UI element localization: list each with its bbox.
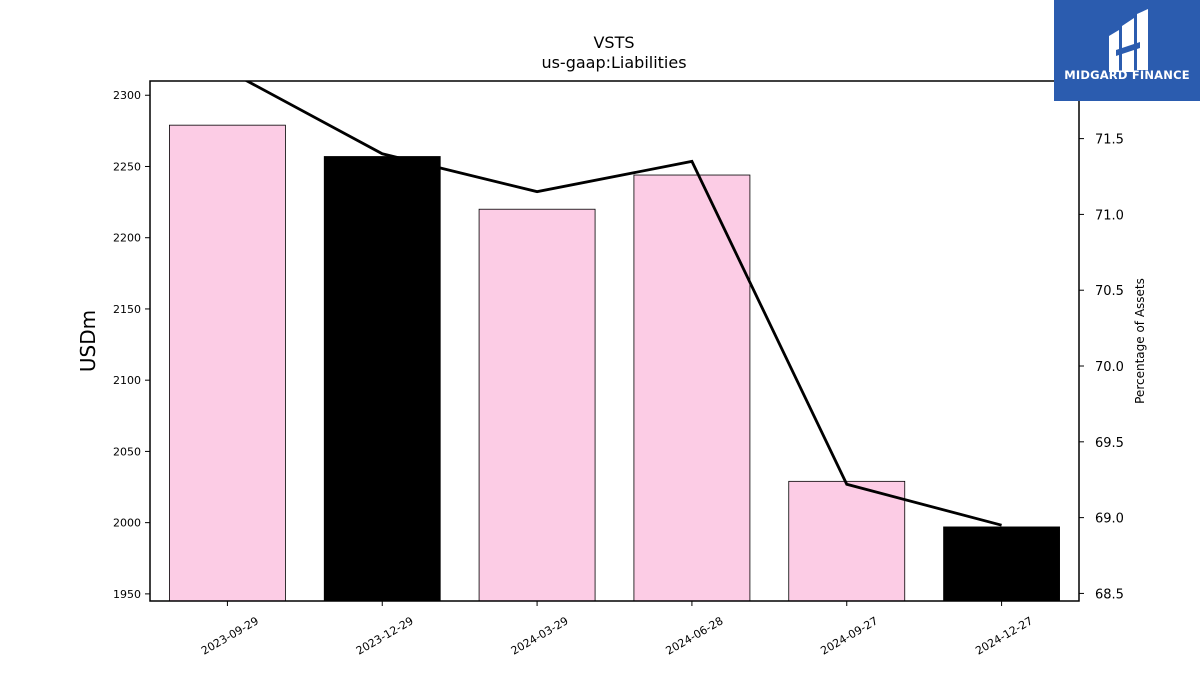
y2-tick-label: 69.0 <box>1095 512 1124 527</box>
y-tick-label: 2250 <box>113 160 141 173</box>
percentage-line <box>244 81 1002 527</box>
y2-tick-label: 71.5 <box>1095 133 1124 148</box>
y2-tick-label: 70.0 <box>1095 360 1124 375</box>
bar-2024-09-27 <box>788 480 906 602</box>
y-axis-label: USDm <box>76 310 100 372</box>
bar-2023-12-29 <box>323 156 441 602</box>
y2-tick-label: 70.5 <box>1095 284 1124 299</box>
brand-logo: MIDGARD FINANCE <box>1054 0 1200 101</box>
x-tick-label: 2024-06-28 <box>664 614 726 657</box>
bar-2023-09-29 <box>169 124 286 602</box>
bar-2024-12-27 <box>943 526 1060 602</box>
brand-name: MIDGARD FINANCE <box>1064 68 1190 82</box>
y-tick-label: 2050 <box>113 445 141 458</box>
y-tick-label: 2300 <box>113 89 141 102</box>
brand-mark-icon <box>1109 9 1148 72</box>
y2-axis-label: Percentage of Assets <box>1133 278 1147 404</box>
y2-tick-label: 68.5 <box>1095 587 1124 602</box>
chart-subtitle: us-gaap:Liabilities <box>541 53 686 72</box>
x-tick-label: 2024-03-29 <box>509 614 571 657</box>
y-tick-label: 1950 <box>113 588 141 601</box>
y-tick-label: 2200 <box>113 232 141 245</box>
plot-frame <box>149 80 1080 602</box>
x-tick-label: 2024-09-27 <box>818 614 880 657</box>
x-tick-label: 2023-12-29 <box>354 614 416 657</box>
x-tick-label: 2023-09-29 <box>199 614 261 657</box>
bar-2024-03-29 <box>478 208 596 602</box>
bar-2024-06-28 <box>633 174 751 602</box>
y2-tick-label: 69.5 <box>1095 436 1124 451</box>
x-tick-label: 2024-12-27 <box>973 614 1035 657</box>
y-tick-label: 2100 <box>113 374 141 387</box>
y-tick-label: 2150 <box>113 303 141 316</box>
y-tick-label: 2000 <box>113 517 141 530</box>
chart-title: VSTS <box>593 33 634 52</box>
y2-tick-label: 71.0 <box>1095 208 1124 223</box>
